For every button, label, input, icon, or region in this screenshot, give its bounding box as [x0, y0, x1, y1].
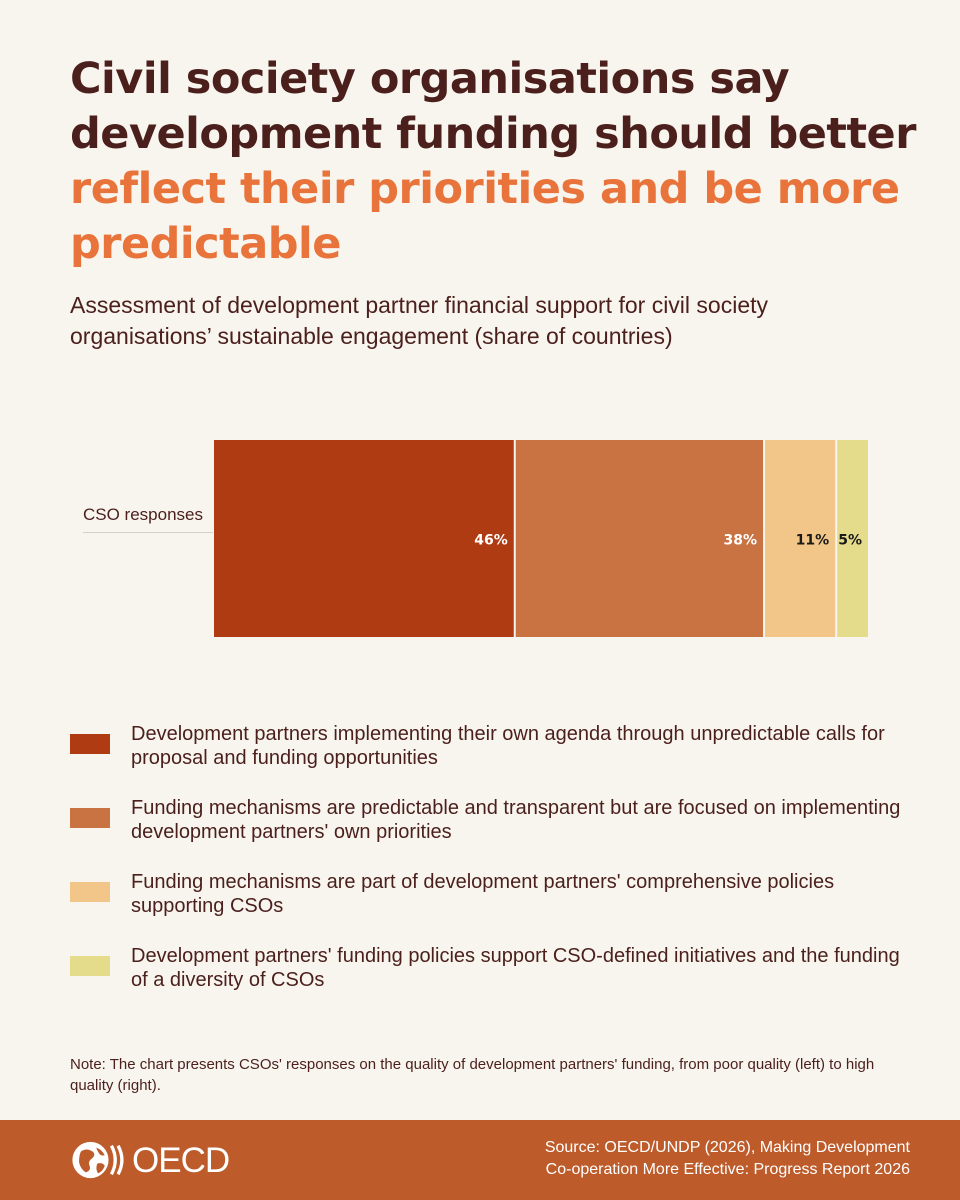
- data-label-2: 38%: [724, 533, 758, 549]
- legend-label-4: Development partners' funding policies s…: [131, 945, 900, 991]
- data-label-1: 46%: [474, 533, 508, 549]
- footer: OECD Source: OECD/UNDP (2026), Making De…: [0, 1120, 960, 1200]
- source-line-1: Source: OECD/UNDP (2026), Making Develop…: [544, 1139, 910, 1156]
- legend-swatch-2: [70, 808, 110, 828]
- oecd-globe-icon: [72, 1141, 124, 1179]
- legend-swatch-4: [70, 956, 110, 976]
- category-label: CSO responses: [83, 505, 203, 524]
- legend-label-2: Funding mechanisms are predictable and t…: [131, 797, 901, 843]
- legend-label-3: Funding mechanisms are part of developme…: [131, 871, 835, 917]
- chart-subtitle: Assessment of development partner financ…: [70, 292, 768, 349]
- chart-title: Civil society organisations say developm…: [70, 52, 930, 272]
- stacked-bar-chart: 46% 38% 11% 5%: [214, 440, 868, 637]
- title-line-2: reflect their priorities and be more pre…: [70, 164, 900, 269]
- legend-swatch-3: [70, 882, 110, 902]
- category-rule: [83, 532, 213, 533]
- source-text: Source: OECD/UNDP (2026), Making Develop…: [390, 1137, 910, 1181]
- source-line-2: Co-operation More Effective: Progress Re…: [545, 1161, 910, 1178]
- title-line-1: Civil society organisations say developm…: [70, 54, 916, 159]
- legend-swatch-1: [70, 734, 110, 754]
- bar-segment-4: [837, 440, 868, 637]
- legend-label-1: Development partners implementing their …: [131, 723, 885, 769]
- bar-segment-1: [214, 440, 514, 637]
- chart-note: Note: The chart presents CSOs' responses…: [70, 1056, 875, 1094]
- bar-segment-2: [515, 440, 764, 637]
- bar-segment-3: [765, 440, 836, 637]
- data-label-3: 11%: [796, 533, 830, 549]
- oecd-logo-text: OECD: [132, 1141, 230, 1180]
- data-label-4: 5%: [838, 533, 862, 549]
